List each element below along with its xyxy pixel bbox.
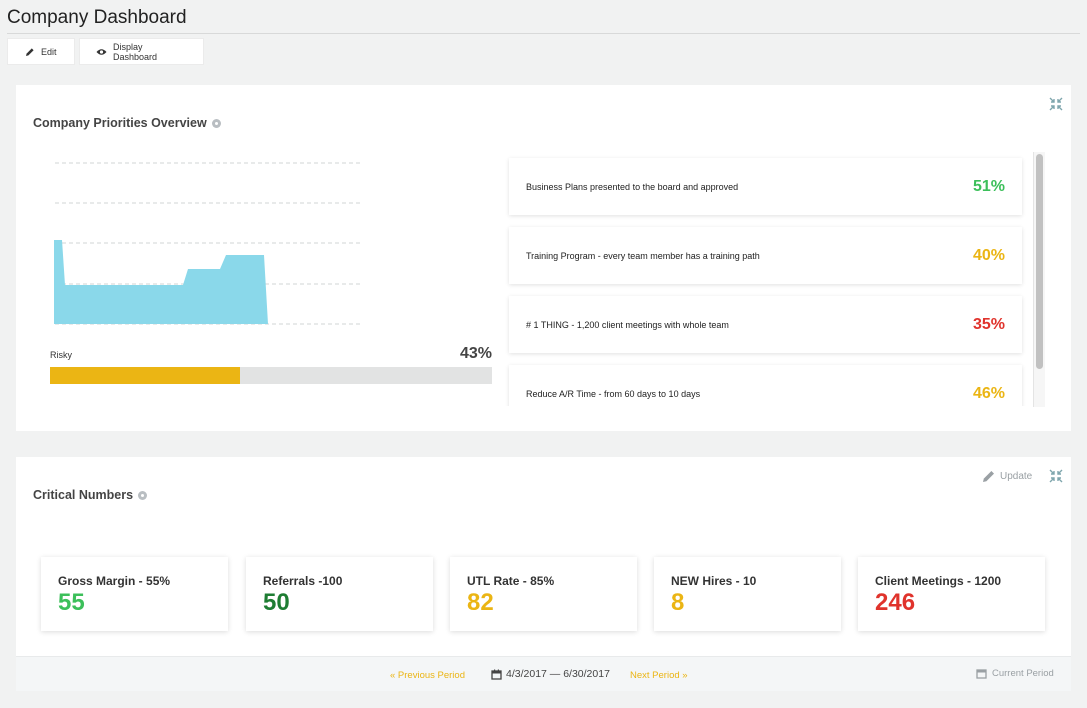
kpi-card[interactable]: UTL Rate - 85% 82 — [450, 557, 637, 631]
info-icon[interactable] — [138, 490, 148, 500]
page-title: Company Dashboard — [7, 7, 187, 28]
kpi-card[interactable]: Gross Margin - 55% 55 — [41, 557, 228, 631]
kpi-card[interactable]: Referrals -100 50 — [246, 557, 433, 631]
info-icon[interactable] — [211, 118, 221, 128]
period-range: 4/3/2017 — 6/30/2017 — [491, 668, 610, 680]
next-period-link[interactable]: Next Period » — [630, 670, 688, 681]
title-divider — [7, 33, 1080, 34]
priority-name: Business Plans presented to the board an… — [526, 181, 739, 192]
kpi-name: NEW Hires - 10 — [671, 574, 757, 588]
critical-numbers-title-wrap: Critical Numbers — [33, 488, 148, 502]
calendar-icon — [491, 669, 502, 680]
current-period-label: Current Period — [992, 668, 1054, 679]
eye-icon — [96, 48, 107, 56]
pencil-icon — [983, 471, 994, 482]
collapse-icon[interactable] — [1048, 96, 1064, 112]
risk-progress-bar — [50, 367, 492, 384]
kpi-value: 50 — [263, 589, 290, 616]
edit-button[interactable]: Edit — [7, 38, 75, 65]
critical-numbers-panel: Critical Numbers Update Gross Margin - 5… — [16, 457, 1071, 691]
kpi-name: Referrals -100 — [263, 574, 343, 588]
kpi-value: 82 — [467, 589, 494, 616]
priority-percent: 46% — [972, 384, 1005, 402]
calendar-icon — [976, 669, 987, 679]
kpi-card[interactable]: Client Meetings - 1200 246 — [858, 557, 1045, 631]
risk-progress-fill — [50, 367, 241, 384]
critical-numbers-title: Critical Numbers — [33, 488, 134, 502]
display-dashboard-button[interactable]: Display Dashboard — [79, 38, 204, 65]
kpi-name: Client Meetings - 1200 — [875, 574, 1002, 588]
period-bar: « Previous Period 4/3/2017 — 6/30/2017 N… — [16, 656, 1071, 691]
update-button[interactable]: Update — [982, 469, 1032, 483]
previous-period-link[interactable]: « Previous Period — [390, 670, 465, 681]
current-period-button[interactable]: Current Period — [976, 668, 1054, 679]
pencil-icon — [25, 47, 35, 57]
edit-label: Edit — [41, 46, 57, 57]
priority-percent: 35% — [972, 315, 1005, 333]
risk-label: Risky — [50, 350, 72, 360]
trend-area — [54, 240, 268, 324]
kpi-value: 55 — [58, 589, 85, 616]
priority-name: Training Program - every team member has… — [526, 250, 760, 261]
period-range-text: 4/3/2017 — 6/30/2017 — [506, 668, 610, 680]
kpi-value: 8 — [671, 589, 685, 616]
kpi-name: Gross Margin - 55% — [58, 574, 171, 588]
update-label: Update — [1000, 470, 1033, 482]
kpi-value: 246 — [875, 589, 916, 616]
priority-percent: 40% — [972, 246, 1005, 264]
priority-item[interactable]: Business Plans presented to the board an… — [509, 158, 1022, 215]
priority-percent: 51% — [972, 177, 1005, 195]
priorities-scrollbar[interactable] — [1033, 152, 1045, 407]
priority-name: Reduce A/R Time - from 60 days to 10 day… — [526, 388, 701, 399]
priority-name: # 1 THING - 1,200 client meetings with w… — [526, 319, 729, 330]
priority-trend-chart — [54, 162, 363, 325]
scrollbar-thumb[interactable] — [1036, 154, 1043, 369]
kpi-card[interactable]: NEW Hires - 10 8 — [654, 557, 841, 631]
priorities-title: Company Priorities Overview — [33, 116, 207, 130]
priorities-list: Business Plans presented to the board an… — [504, 151, 1046, 406]
kpi-name: UTL Rate - 85% — [467, 574, 555, 588]
display-dashboard-label: Display Dashboard — [113, 41, 158, 62]
collapse-icon[interactable] — [1048, 468, 1064, 484]
priorities-title-wrap: Company Priorities Overview — [33, 116, 221, 130]
priority-item[interactable]: # 1 THING - 1,200 client meetings with w… — [509, 296, 1022, 353]
risk-value: 43% — [459, 345, 492, 362]
priority-item[interactable]: Training Program - every team member has… — [509, 227, 1022, 284]
priority-item[interactable]: Reduce A/R Time - from 60 days to 10 day… — [509, 365, 1022, 406]
priorities-panel: Company Priorities Overview Risky 43% Bu… — [16, 85, 1071, 431]
